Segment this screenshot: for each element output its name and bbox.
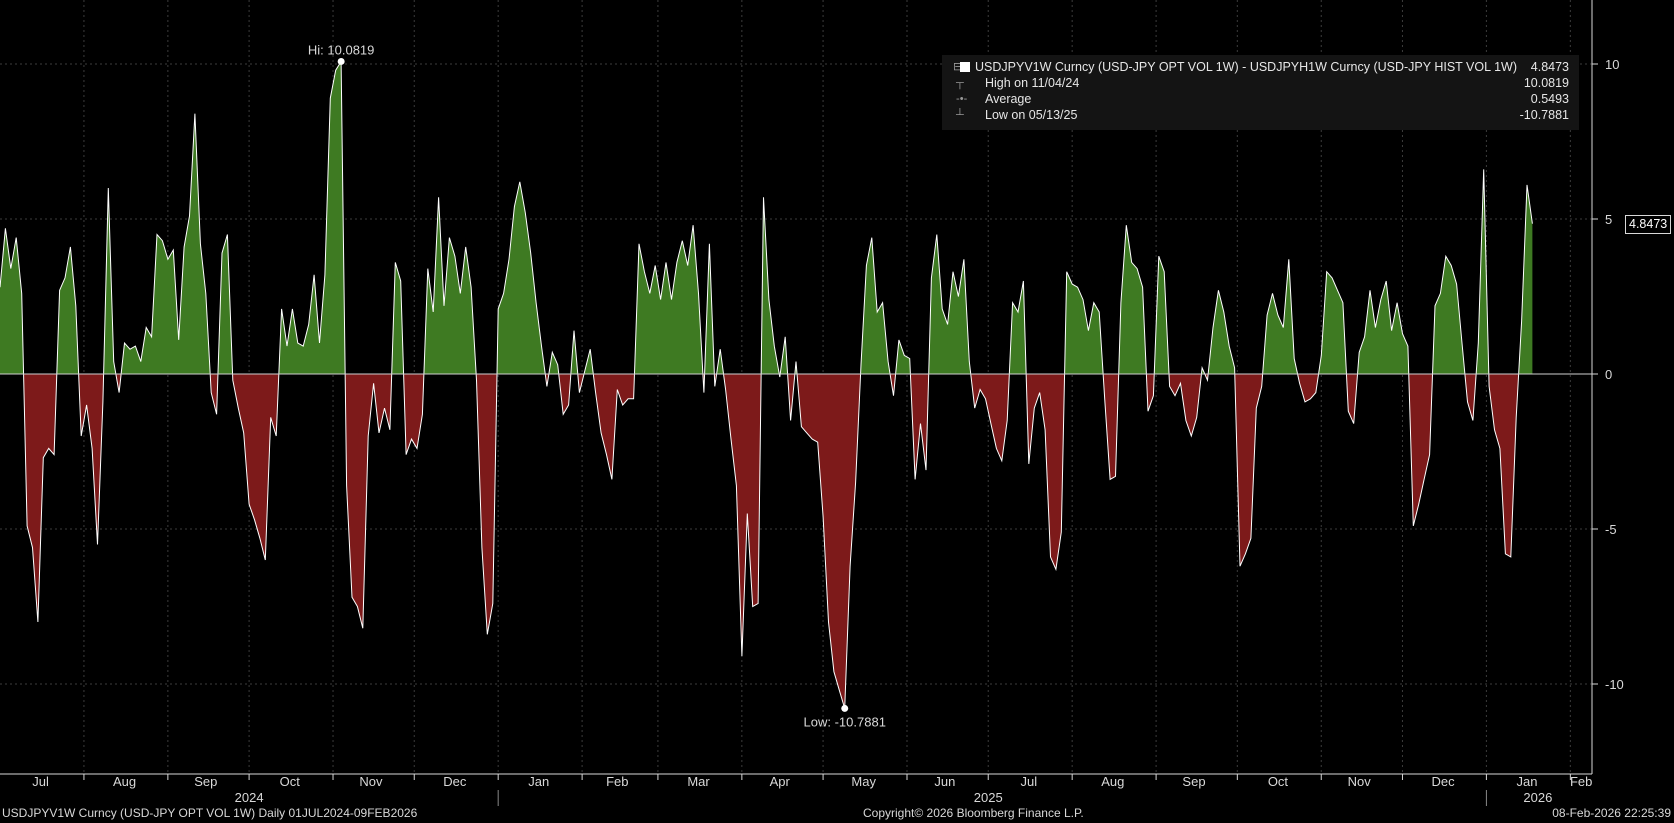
x-tick-label: Aug [113,774,136,789]
legend-box: ⊟ USDJPYV1W Curncy (USD-JPY OPT VOL 1W) … [942,55,1579,130]
legend-high-value: 10.0819 [1523,76,1569,90]
x-tick-label: Feb [606,774,628,789]
legend-high-row: ┬ High on 11/04/24 10.0819 [942,75,1579,91]
legend-collapse-icon[interactable]: ⊟ [953,61,963,73]
high-marker-icon: ┬ [953,77,964,89]
x-tick-label: Nov [359,774,383,789]
footer-timestamp: 08-Feb-2026 22:25:39 [1552,806,1671,820]
annotations: Hi: 10.0819 Low: -10.7881 [308,42,886,729]
legend-low-label: Low on 05/13/25 [985,108,1078,122]
x-tick-label: Apr [770,774,791,789]
average-marker-icon: -•- [953,93,968,105]
y-tick-label: 0 [1605,367,1612,382]
legend-series-row: ⊟ USDJPYV1W Curncy (USD-JPY OPT VOL 1W) … [942,59,1579,75]
annotation-label: Hi: 10.0819 [308,42,375,57]
x-tick-label: Jul [1021,774,1038,789]
series-line [0,59,1533,709]
year-label: 2024 [235,790,264,805]
x-tick-label: Sep [1182,774,1205,789]
legend-low-value: -10.7881 [1519,108,1569,122]
annotation-label: Low: -10.7881 [804,714,886,729]
x-tick-label: Dec [1432,774,1456,789]
y-tick-label: 5 [1605,212,1612,227]
x-tick-label: Dec [443,774,467,789]
x-tick-label: Jan [1517,774,1538,789]
annotation-marker [841,704,849,712]
x-tick-label: Feb [1570,774,1592,789]
x-tick-label: Aug [1101,774,1124,789]
legend-low-row: ┴ Low on 05/13/25 -10.7881 [942,107,1579,123]
legend-average-row: -•- Average 0.5493 [942,91,1579,107]
y-tick-label: -5 [1605,522,1617,537]
x-tick-label: Oct [280,774,301,789]
legend-high-label: High on 11/04/24 [985,76,1080,90]
annotation-marker [337,57,345,65]
legend-series-value: 4.8473 [1530,60,1569,74]
x-tick-label: Jan [528,774,549,789]
year-label: 2026 [1523,790,1552,805]
x-tick-label: Sep [194,774,217,789]
legend-series-swatch [960,62,970,72]
y-tick-label: 10 [1605,57,1619,72]
year-label: 2025 [974,790,1003,805]
x-tick-label: Jun [934,774,955,789]
low-marker-icon: ┴ [953,109,964,121]
legend-series-label: USDJPYV1W Curncy (USD-JPY OPT VOL 1W) - … [975,60,1517,74]
x-tick-label: Jul [32,774,49,789]
x-tick-label: Oct [1268,774,1289,789]
x-tick-label: May [851,774,876,789]
footer-copyright: Copyright© 2026 Bloomberg Finance L.P. [863,806,1084,820]
legend-average-value: 0.5493 [1530,92,1569,106]
negative-area [0,374,1533,709]
legend-average-label: Average [985,92,1032,106]
y-tick-label: -10 [1605,677,1624,692]
last-value-tag: 4.8473 [1625,215,1672,234]
footer-left: USDJPYV1W Curncy (USD-JPY OPT VOL 1W) Da… [2,806,418,820]
axes: 10 5 0 -5 -10 Jul Aug Sep Oct Nov Dec Jan Feb Mar Apr M… [0,0,1624,806]
x-tick-label: Nov [1348,774,1372,789]
x-tick-label: Mar [687,774,710,789]
positive-area [0,61,1533,374]
